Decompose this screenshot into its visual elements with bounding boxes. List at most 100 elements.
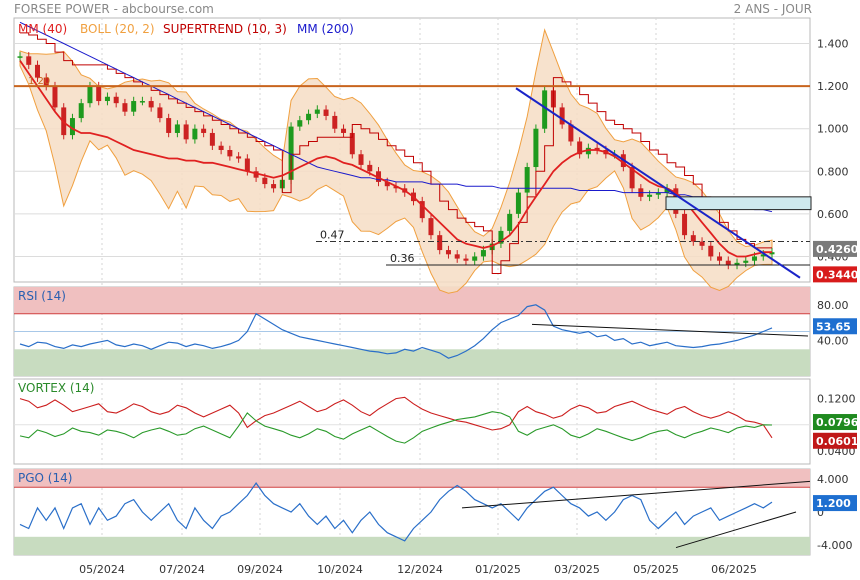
candle-body — [253, 171, 259, 178]
candle-body — [69, 118, 75, 136]
candle-body — [332, 115, 338, 129]
candle-body — [769, 252, 775, 255]
candle-body — [87, 86, 93, 104]
rsi-overbought-zone — [14, 287, 810, 314]
candle-body — [349, 132, 355, 155]
candle-body — [148, 101, 154, 108]
candle-body — [717, 256, 723, 261]
candle-body — [96, 86, 102, 102]
vortex-pos-line — [19, 411, 773, 444]
candle-body — [559, 107, 565, 125]
candle-body — [314, 109, 320, 114]
price-last-upper-box — [813, 240, 857, 257]
vortex-last-pos-box — [813, 414, 857, 431]
price-y-tick: 1.000 — [817, 123, 849, 136]
rsi-last-value: 53.65 — [816, 320, 851, 333]
pgo-last-value-box — [813, 495, 857, 512]
pgo-y-tick: -4.000 — [817, 539, 852, 552]
candle-body — [699, 241, 705, 246]
candle-body — [393, 186, 399, 189]
zone-rectangle — [665, 196, 812, 211]
candle-body — [52, 86, 58, 108]
x-tick-label: 05/2024 — [79, 563, 125, 576]
pgo-title: PGO (14) — [18, 471, 72, 485]
rsi-y-tick: 40.00 — [817, 334, 849, 347]
x-tick-label: 05/2025 — [633, 563, 679, 576]
x-tick-label: 12/2024 — [397, 563, 443, 576]
candle-body — [752, 256, 758, 261]
legend-item-1: BOLL (20, 2) — [80, 22, 155, 36]
panel-frame-price — [13, 17, 811, 283]
legend-item-3: MM (200) — [297, 22, 354, 36]
candle-body — [647, 194, 653, 197]
x-tick-label: 07/2024 — [159, 563, 205, 576]
candle-body — [760, 254, 766, 257]
candle-body — [498, 230, 504, 244]
price-last-lower-box — [813, 266, 857, 283]
candle-body — [655, 192, 661, 195]
pgo-upper-zone — [14, 469, 810, 488]
candle-body — [577, 141, 583, 155]
price-y-tick: 1.200 — [817, 80, 849, 93]
pgo-y-tick: 0 — [817, 506, 824, 519]
price-y-tick: 0.800 — [817, 165, 849, 178]
candle-body — [262, 177, 268, 185]
candle-body — [419, 201, 425, 219]
legend-item-0: MM (40) — [18, 22, 67, 36]
pgo-lower-trendline — [675, 511, 797, 549]
candle-body — [192, 128, 198, 140]
candle-body — [174, 124, 180, 133]
x-tick-label: 06/2025 — [711, 563, 757, 576]
candle-body — [236, 156, 242, 159]
resistance-label: 1.20 — [28, 76, 50, 87]
candle-body — [376, 171, 382, 182]
candle-body — [288, 126, 294, 180]
rsi-line — [19, 304, 773, 359]
rsi-trendline — [531, 323, 809, 337]
x-tick-label: 10/2024 — [317, 563, 363, 576]
candle-body — [218, 145, 224, 150]
candle-body — [734, 262, 740, 265]
candle-body — [209, 132, 215, 146]
candle-body — [26, 56, 32, 65]
pgo-upper-trendline — [461, 480, 811, 509]
candle-body — [43, 77, 49, 87]
candle-body — [524, 167, 530, 193]
pgo-y-tick: 4.000 — [817, 473, 849, 486]
candle-body — [507, 213, 513, 231]
candle-body — [445, 250, 451, 255]
level-036-label: 0.36 — [390, 252, 415, 265]
x-tick-label: 09/2024 — [237, 563, 283, 576]
period-label: 2 ANS - JOUR — [733, 2, 812, 16]
vortex-title: VORTEX (14) — [18, 381, 95, 395]
candle-body — [201, 128, 207, 133]
candle-body — [428, 218, 434, 236]
vortex-last-neg-box — [813, 432, 857, 449]
mm40-line — [19, 60, 772, 258]
candle-body — [297, 120, 303, 127]
price-y-tick: 1.400 — [817, 38, 849, 51]
candle-body — [568, 124, 574, 142]
supertrend-line — [20, 32, 772, 274]
candle-body — [515, 192, 521, 214]
chart-title: FORSEE POWER - abcbourse.com — [14, 2, 214, 16]
vortex-last-pos: 0.0796 — [816, 416, 859, 429]
candle-body — [104, 96, 110, 102]
candle-body — [367, 164, 373, 172]
candle-body — [17, 56, 23, 58]
price-y-tick: 0.600 — [817, 208, 849, 221]
candle-body — [585, 147, 591, 155]
mm200-line — [19, 21, 773, 213]
candle-body — [323, 109, 329, 116]
candle-body — [244, 158, 250, 172]
bollinger-band — [19, 28, 773, 294]
price-last-lower: 0.3440 — [816, 268, 859, 281]
level-047-label: 0.47 — [320, 229, 345, 242]
candle-body — [271, 184, 277, 189]
rsi-last-value-box — [813, 318, 857, 335]
candle-body — [533, 128, 539, 168]
candle-body — [690, 235, 696, 242]
candle-body — [78, 103, 84, 119]
candle-body — [157, 107, 163, 119]
